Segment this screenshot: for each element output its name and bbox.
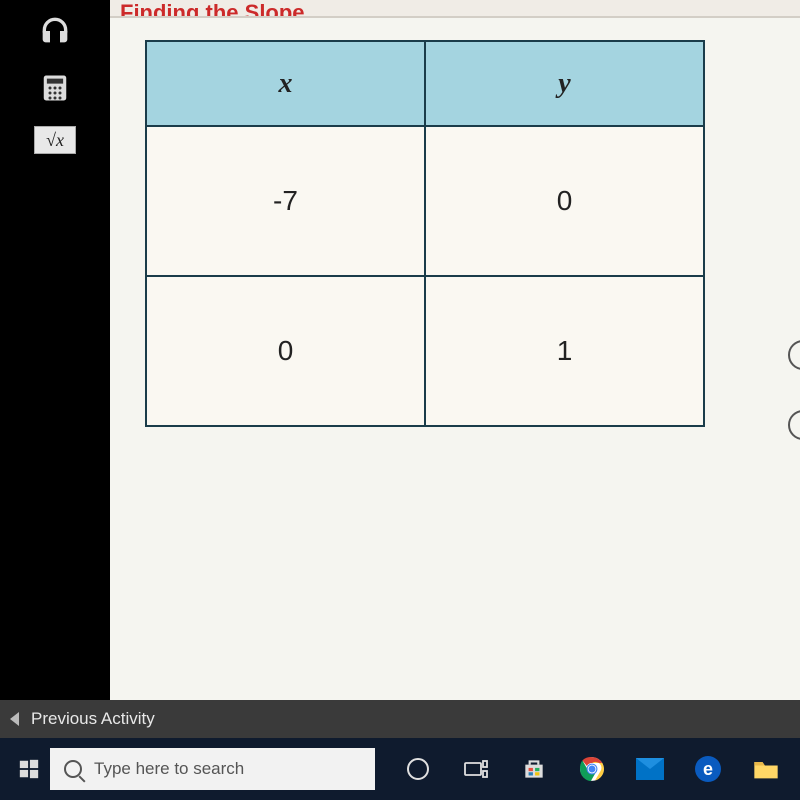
chrome-icon[interactable] <box>577 754 607 784</box>
square-root-icon[interactable]: √x <box>34 126 76 154</box>
cell-y: 0 <box>425 126 704 276</box>
previous-activity-button[interactable]: Previous Activity <box>0 700 800 738</box>
column-header-y: y <box>425 41 704 126</box>
xy-table: x y -7 0 0 1 <box>145 40 705 427</box>
cortana-icon[interactable] <box>403 754 433 784</box>
cell-x: -7 <box>146 126 425 276</box>
cell-x: 0 <box>146 276 425 426</box>
search-placeholder: Type here to search <box>94 759 244 779</box>
table-row: 0 1 <box>146 276 704 426</box>
windows-start-icon[interactable] <box>8 748 50 790</box>
mail-icon[interactable] <box>635 754 665 784</box>
taskbar-icons: e <box>403 754 781 784</box>
file-explorer-icon[interactable] <box>751 754 781 784</box>
radio-option-partial[interactable] <box>788 340 800 370</box>
search-icon <box>64 760 82 778</box>
radio-option-partial[interactable] <box>788 410 800 440</box>
windows-taskbar: Type here to search e <box>0 738 800 800</box>
taskbar-search[interactable]: Type here to search <box>50 748 375 790</box>
calculator-icon[interactable] <box>35 68 75 108</box>
edge-icon[interactable]: e <box>693 754 723 784</box>
chevron-left-icon <box>10 712 19 726</box>
previous-activity-label: Previous Activity <box>31 709 155 729</box>
task-view-icon[interactable] <box>461 754 491 784</box>
tools-sidebar: √x <box>0 0 110 700</box>
table-row: -7 0 <box>146 126 704 276</box>
lesson-title: Finding the Slope <box>110 0 800 18</box>
cell-y: 1 <box>425 276 704 426</box>
microsoft-store-icon[interactable] <box>519 754 549 784</box>
column-header-x: x <box>146 41 425 126</box>
audio-icon[interactable] <box>35 10 75 50</box>
sqrt-label: √x <box>46 130 64 151</box>
lesson-content: Finding the Slope x y -7 0 0 1 <box>110 0 800 700</box>
